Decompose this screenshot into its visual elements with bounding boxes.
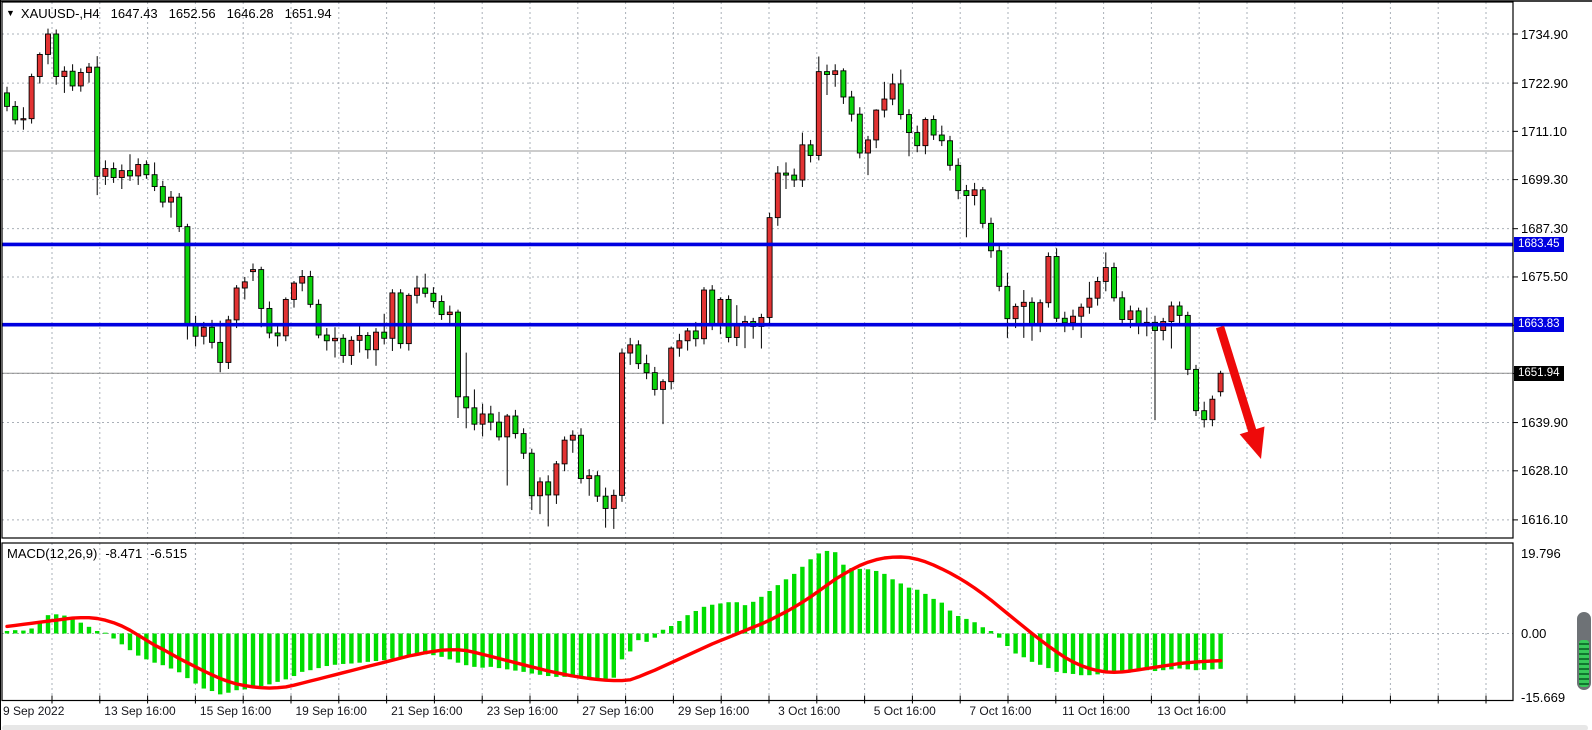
time-axis-label: 9 Sep 2022 xyxy=(3,704,65,718)
price-axis-label: 1675.50 xyxy=(1521,269,1568,285)
macd-main-value: -8.471 xyxy=(105,546,143,561)
time-axis-label: 5 Oct 16:00 xyxy=(873,704,936,718)
macd-indicator-label: MACD(12,26,9) -8.471 -6.515 xyxy=(7,546,187,561)
scrollbar-thumb-stripes xyxy=(1579,640,1589,687)
support-price-tag[interactable]: 1663.83 xyxy=(1514,317,1564,333)
price-axis-label: 1687.30 xyxy=(1521,221,1568,237)
macd-scale-max: 19.796 xyxy=(1521,545,1561,561)
ohlc-high: 1652.56 xyxy=(168,6,216,21)
resistance-price-tag[interactable]: 1683.45 xyxy=(1514,236,1564,252)
symbol-label: XAUUSD-,H4 xyxy=(20,6,100,21)
horizontal-scrollbar[interactable] xyxy=(2,725,1588,730)
time-axis-label: 13 Sep 16:00 xyxy=(104,704,176,718)
time-axis-label: 15 Sep 16:00 xyxy=(199,704,272,718)
time-axis-label: 21 Sep 16:00 xyxy=(391,704,463,718)
chart-title: ▼ XAUUSD-,H4 1647.43 1652.56 1646.28 165… xyxy=(6,6,332,21)
time-axis-label: 27 Sep 16:00 xyxy=(582,704,654,718)
ohlc-open: 1647.43 xyxy=(110,6,158,21)
price-axis-label: 1616.10 xyxy=(1521,512,1568,528)
current-price-tag: 1651.94 xyxy=(1514,365,1564,381)
time-axis-label: 3 Oct 16:00 xyxy=(778,704,841,718)
price-axis-label: 1639.90 xyxy=(1521,415,1568,431)
price-axis-label: 1734.90 xyxy=(1521,26,1568,42)
vertical-scrollbar[interactable] xyxy=(1577,612,1591,690)
price-axis-label: 1699.30 xyxy=(1521,172,1568,188)
time-axis-label: 23 Sep 16:00 xyxy=(486,704,559,718)
time-axis-label: 13 Oct 16:00 xyxy=(1157,704,1226,718)
time-axis-label: 11 Oct 16:00 xyxy=(1062,704,1130,718)
symbol-dropdown-icon[interactable]: ▼ xyxy=(6,7,15,18)
macd-name: MACD(12,26,9) xyxy=(7,546,98,561)
price-axis-label: 1722.90 xyxy=(1521,75,1568,91)
time-axis-label: 29 Sep 16:00 xyxy=(677,704,750,718)
price-axis-label: 1711.10 xyxy=(1521,123,1568,139)
ohlc-low: 1646.28 xyxy=(226,6,274,21)
macd-signal-value: -6.515 xyxy=(150,546,188,561)
time-axis-label: 7 Oct 16:00 xyxy=(969,704,1032,718)
price-axis-label: 1628.10 xyxy=(1521,463,1568,479)
macd-scale-zero: 0.00 xyxy=(1521,626,1547,641)
time-axis-label: 19 Sep 16:00 xyxy=(295,704,367,718)
ohlc-close: 1651.94 xyxy=(284,6,332,21)
macd-scale-min: -15.669 xyxy=(1521,689,1566,705)
